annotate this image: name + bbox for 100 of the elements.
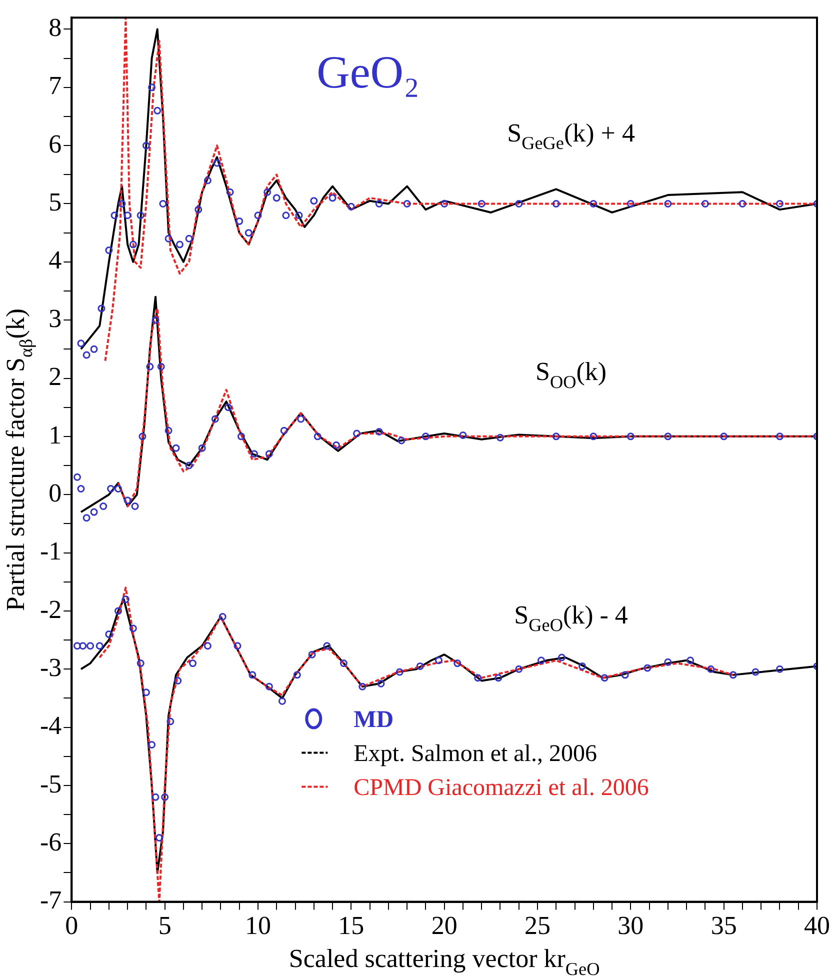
point — [122, 596, 130, 604]
point — [264, 188, 272, 196]
point — [155, 834, 163, 842]
x-tick-label: 35 — [710, 911, 737, 940]
point — [79, 642, 87, 650]
point — [272, 194, 280, 202]
point — [396, 668, 404, 676]
point — [701, 200, 709, 208]
point — [148, 740, 156, 748]
point — [738, 200, 746, 208]
point — [174, 677, 182, 684]
point — [90, 508, 98, 516]
point — [600, 674, 608, 682]
x-tick-label: 20 — [431, 911, 458, 940]
point — [729, 671, 737, 679]
x-tick-label: 10 — [244, 911, 271, 940]
point — [148, 84, 156, 92]
point — [295, 212, 303, 220]
point — [96, 642, 104, 650]
point — [98, 304, 106, 312]
point — [377, 680, 385, 688]
point — [152, 793, 160, 801]
x-tick-label: 5 — [158, 911, 172, 940]
point — [154, 106, 162, 114]
point — [213, 159, 221, 167]
point — [314, 432, 322, 440]
y-tick-label: -1 — [40, 536, 62, 566]
point — [248, 671, 256, 679]
point — [422, 432, 430, 440]
point — [707, 665, 715, 673]
point — [118, 200, 126, 208]
point — [340, 660, 348, 668]
point — [664, 200, 672, 208]
point — [416, 662, 424, 670]
point — [114, 485, 122, 493]
y-tick-label: -4 — [40, 711, 62, 740]
point — [776, 200, 784, 208]
y-tick-label: -5 — [40, 769, 62, 798]
point — [107, 485, 115, 493]
point — [234, 642, 242, 650]
point — [105, 246, 113, 254]
point — [157, 362, 165, 370]
point — [496, 434, 504, 442]
point — [347, 202, 355, 210]
point — [686, 656, 694, 664]
point — [265, 682, 273, 690]
point — [198, 444, 206, 452]
point — [664, 658, 672, 666]
point — [332, 441, 340, 449]
y-tick-label: 3 — [48, 304, 62, 333]
point — [224, 404, 232, 412]
point — [74, 473, 81, 481]
point — [265, 450, 273, 458]
point — [204, 176, 212, 184]
point — [189, 660, 197, 668]
point — [194, 206, 202, 214]
point — [77, 340, 85, 348]
point — [152, 316, 160, 324]
point — [478, 200, 486, 208]
y-tick-label: 5 — [48, 188, 62, 217]
y-tick-label: 6 — [48, 129, 62, 158]
legend-label: MD — [354, 706, 394, 733]
point — [552, 432, 560, 440]
point — [353, 430, 360, 438]
point — [626, 200, 634, 208]
point — [776, 432, 784, 440]
point — [578, 662, 586, 670]
point — [244, 229, 252, 237]
point — [105, 630, 113, 638]
point — [440, 200, 448, 208]
point — [110, 212, 118, 220]
point — [172, 444, 180, 452]
point — [124, 496, 132, 504]
point — [323, 642, 331, 650]
point — [185, 462, 193, 470]
point — [280, 426, 288, 434]
point — [558, 654, 566, 662]
y-tick-label: 0 — [48, 478, 62, 508]
y-tick-label: -2 — [40, 594, 62, 624]
point — [434, 656, 442, 664]
point — [358, 682, 366, 690]
point — [129, 240, 137, 248]
point — [375, 428, 383, 436]
point — [310, 197, 318, 205]
point — [664, 432, 672, 440]
y-tick-label: 2 — [48, 362, 62, 392]
point — [454, 660, 462, 668]
point — [644, 664, 652, 672]
point — [136, 212, 144, 220]
point — [293, 671, 301, 679]
point — [131, 502, 139, 510]
point — [515, 665, 523, 673]
point — [114, 607, 122, 615]
point — [164, 426, 172, 434]
y-tick-label: -7 — [40, 886, 62, 915]
point — [254, 212, 262, 220]
point — [226, 188, 234, 196]
y-tick-label: 8 — [48, 13, 62, 42]
point — [237, 432, 245, 440]
point — [138, 432, 146, 440]
